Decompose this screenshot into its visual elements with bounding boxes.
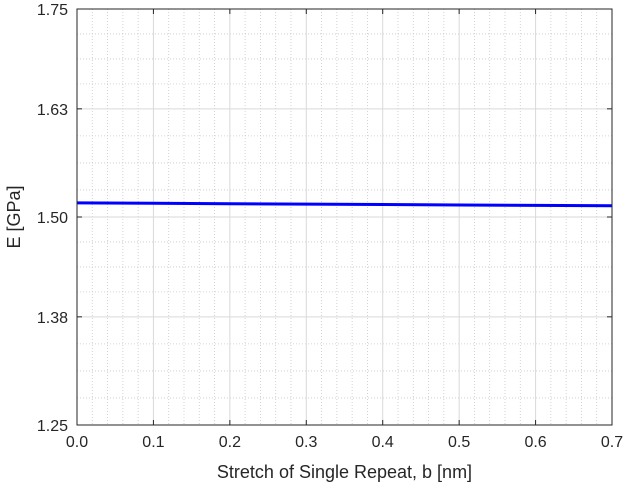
x-tick-label: 0.4 bbox=[372, 434, 394, 451]
x-tick-label: 0.5 bbox=[448, 434, 470, 451]
series-layer bbox=[76, 201, 613, 208]
x-tick-label: 0.7 bbox=[601, 434, 623, 451]
y-tick-label: 1.38 bbox=[37, 310, 68, 327]
series-line bbox=[76, 201, 613, 208]
y-tick-label: 1.75 bbox=[37, 2, 68, 19]
y-tick-label: 1.50 bbox=[37, 210, 68, 227]
x-tick-label: 0.2 bbox=[219, 434, 241, 451]
y-tick-label: 1.25 bbox=[37, 418, 68, 435]
y-tick-label: 1.63 bbox=[37, 102, 68, 119]
y-axis-title: E [GPa] bbox=[4, 185, 24, 248]
x-tick-label: 0.0 bbox=[66, 434, 88, 451]
ticks-layer: 0.0 0.1 0.2 0.3 0.4 0.5 0.6 0.7 1.25 1.38 1.50 1.63… bbox=[37, 2, 623, 451]
major-grid bbox=[77, 9, 612, 425]
x-tick-label: 0.6 bbox=[524, 434, 546, 451]
x-tick-label: 0.1 bbox=[142, 434, 164, 451]
x-tick-label: 0.3 bbox=[295, 434, 317, 451]
x-axis-title: Stretch of Single Repeat, b [nm] bbox=[217, 462, 472, 482]
